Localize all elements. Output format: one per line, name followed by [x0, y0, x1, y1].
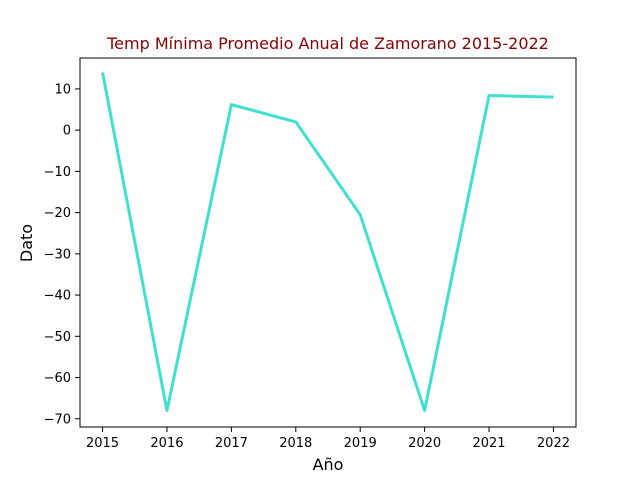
- x-tick-label-2022: 2022: [537, 436, 570, 451]
- x-tick-label-2015: 2015: [86, 436, 119, 451]
- y-tick-label--60: −60: [44, 371, 71, 386]
- x-tick-label-2021: 2021: [472, 436, 505, 451]
- x-tick-label-2018: 2018: [279, 436, 312, 451]
- x-tick-label-2017: 2017: [215, 436, 248, 451]
- x-axis: 2015 2016 2017 2018 2019 2020 2021 2022: [86, 427, 570, 451]
- y-tick-label--70: −70: [44, 412, 71, 427]
- y-tick-label--50: −50: [44, 330, 71, 345]
- series-line: [101, 72, 554, 413]
- x-tick-label-2016: 2016: [150, 436, 183, 451]
- x-tick-label-2019: 2019: [344, 436, 377, 451]
- y-axis-label: Dato: [17, 224, 36, 262]
- y-tick-label--30: −30: [44, 247, 71, 262]
- y-tick-label-10: 10: [54, 82, 71, 97]
- y-tick-label--10: −10: [44, 165, 71, 180]
- y-tick-label-0: 0: [63, 124, 71, 139]
- plot-area: [79, 57, 577, 428]
- x-tick-label-2020: 2020: [408, 436, 441, 451]
- y-tick-label--20: −20: [44, 206, 71, 221]
- y-tick-label--40: −40: [44, 289, 71, 304]
- y-axis: 10 0 −10 −20 −30 −40 −50 −60 −70: [44, 82, 80, 427]
- x-axis-label: Año: [313, 455, 344, 474]
- chart-title: Temp Mínima Promedio Anual de Zamorano 2…: [106, 34, 549, 53]
- axes-frame: [79, 57, 577, 428]
